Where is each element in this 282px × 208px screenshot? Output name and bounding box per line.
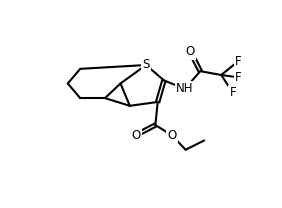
Text: S: S <box>142 58 150 72</box>
Text: F: F <box>235 71 242 84</box>
Text: F: F <box>230 86 236 99</box>
Text: O: O <box>131 129 141 142</box>
Text: O: O <box>167 129 176 142</box>
Text: O: O <box>186 45 195 58</box>
Text: F: F <box>235 55 242 68</box>
Text: NH: NH <box>176 82 193 95</box>
